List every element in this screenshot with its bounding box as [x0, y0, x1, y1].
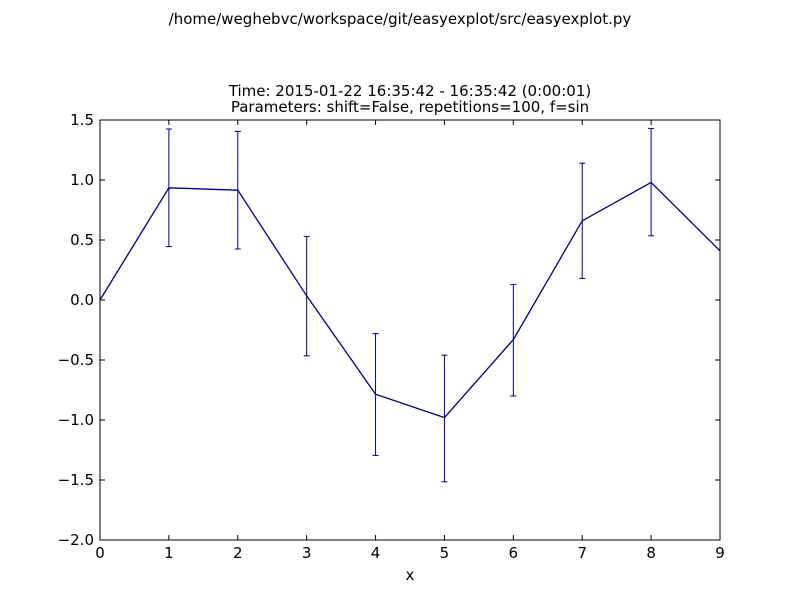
- x-tick-label: 9: [715, 544, 725, 562]
- x-tick-label: 0: [95, 544, 105, 562]
- x-tick-label: 7: [577, 544, 587, 562]
- chart-title-line2: Parameters: shift=False, repetitions=100…: [231, 98, 589, 116]
- y-tick-label: −1.5: [58, 471, 94, 489]
- y-tick-label: −2.0: [58, 531, 94, 549]
- chart-title-line1: Time: 2015-01-22 16:35:42 - 16:35:42 (0:…: [228, 82, 591, 100]
- x-tick-label: 1: [164, 544, 174, 562]
- axes-frame: [99, 119, 721, 541]
- x-tick-label: 2: [233, 544, 243, 562]
- y-axis: −2.0 −1.5 −1.0 −0.5 0.0 0.5 1.0 1.5: [58, 111, 720, 549]
- y-tick-label: 0.5: [70, 231, 94, 249]
- x-axis-label: x: [406, 566, 415, 584]
- x-tick-label: 3: [302, 544, 312, 562]
- x-tick-label: 8: [646, 544, 656, 562]
- y-tick-label: −0.5: [58, 351, 94, 369]
- series-line: [99, 181, 721, 419]
- y-tick-label: −1.0: [58, 411, 94, 429]
- y-tick-label: 1.0: [70, 171, 94, 189]
- figure-suptitle: /home/weghebvc/workspace/git/easyexplot/…: [169, 10, 632, 28]
- x-tick-label: 6: [509, 544, 519, 562]
- y-tick-label: 0.0: [70, 291, 94, 309]
- x-axis: 0 1 2 3 4 5 6 7 8 9: [95, 120, 725, 562]
- x-tick-label: 5: [440, 544, 450, 562]
- y-tick-label: 1.5: [70, 111, 94, 129]
- x-tick-label: 4: [371, 544, 381, 562]
- plot-area: [99, 127, 721, 483]
